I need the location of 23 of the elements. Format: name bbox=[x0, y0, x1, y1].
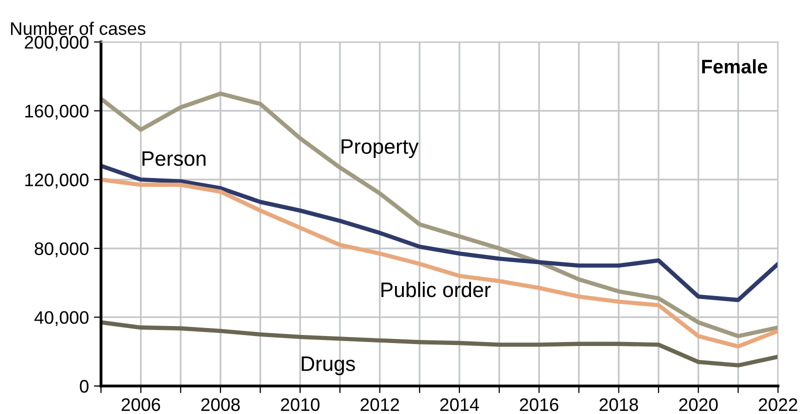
series-label: Drugs bbox=[302, 356, 355, 376]
series-label: Property bbox=[342, 139, 419, 158]
x-tick-label: 2010 bbox=[280, 398, 320, 412]
x-tick-label: 2020 bbox=[679, 398, 718, 412]
line-series bbox=[101, 92, 778, 338]
x-tick-label: 2022 bbox=[758, 398, 798, 412]
x-tick-label: 2012 bbox=[360, 398, 399, 412]
annotation: Female bbox=[702, 59, 768, 74]
y-axis-title: Number of cases bbox=[11, 22, 146, 35]
x-tick-label: 2008 bbox=[201, 398, 240, 412]
y-tick-label: 80,000 bbox=[34, 242, 88, 258]
x-tick-label: 2016 bbox=[520, 398, 558, 412]
y-tick-label: 40,000 bbox=[34, 311, 88, 326]
x-tick-label: 2014 bbox=[440, 398, 479, 412]
y-tick-label: 120,000 bbox=[25, 174, 88, 188]
series-label: Person bbox=[142, 151, 206, 166]
series-label: Public order bbox=[381, 282, 491, 298]
line-series bbox=[101, 178, 778, 349]
x-tick-label: 2006 bbox=[122, 398, 160, 412]
y-tick-label: 160,000 bbox=[25, 104, 88, 120]
y-tick-label: 0 bbox=[80, 380, 88, 393]
x-tick-label: 2018 bbox=[600, 398, 638, 412]
y-tick-label: 200,000 bbox=[24, 36, 88, 51]
